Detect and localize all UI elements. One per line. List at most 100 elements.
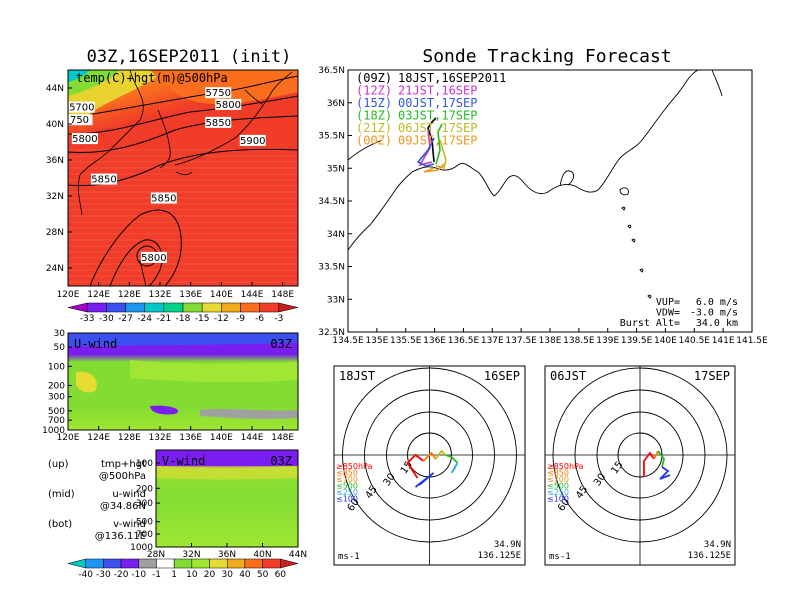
level-legend-item: ≤100 <box>336 495 358 504</box>
panel-notes: (up) tmp+hgt@500hPa (mid) u-wind@34.86N (bot… <box>48 459 146 542</box>
map-lat-ticks: 44N 40N 36N 32N 28N 24N <box>46 84 72 274</box>
colorbar-cell <box>173 558 193 569</box>
legend-code: (21Z) <box>356 121 392 135</box>
contour-label-box <box>91 173 118 185</box>
level-legend-item: ≤700 <box>336 475 358 484</box>
track-map-frame <box>347 69 753 333</box>
hodograph-lat: 34.9N <box>494 540 521 550</box>
lon-tick-label: 140.5E <box>679 336 711 346</box>
x-tick-label: 124E <box>87 433 110 443</box>
pressure-tick-label: 100 <box>136 459 153 469</box>
colorbar-cell <box>209 558 228 569</box>
param-key: Burst Alt= <box>620 318 680 329</box>
colorbar-label: -21 <box>156 314 171 324</box>
colorbar-cell <box>201 302 222 313</box>
note-key: (up) <box>48 459 69 470</box>
pressure-tick-label: 1000 <box>130 543 153 553</box>
lon-tick-label: 141.5E <box>736 336 768 346</box>
uwind-time: 03Z <box>270 337 292 351</box>
lon-tick-label: 134.5E <box>332 336 364 346</box>
lat-tick-label: 35.5N <box>318 132 345 142</box>
hodograph-trace <box>406 453 425 479</box>
legend-text: 00JST,17SEP <box>398 96 477 110</box>
hodograph-time: 18JST <box>339 369 375 383</box>
lat-tick-label: 32N <box>46 192 64 202</box>
param-value: 34.0 km <box>696 318 738 329</box>
colorbar-label: -40 <box>78 570 93 580</box>
x-tick-label: 140E <box>210 433 233 443</box>
legend-code: (15Z) <box>356 96 392 110</box>
colorbar-cell <box>85 558 104 569</box>
contour-label-box <box>215 98 242 110</box>
vwind-top-band <box>156 450 298 468</box>
contour-label-box <box>66 114 93 126</box>
colorbar-label: -30 <box>99 314 114 324</box>
lon-tick-label: 136.5E <box>448 336 480 346</box>
colorbar-label: 20 <box>204 570 216 580</box>
hodograph-unit: ms-1 <box>338 552 360 562</box>
lon-tick-label: 144E <box>241 290 264 300</box>
lon-tick-label: 140E <box>654 336 677 346</box>
note-value: u-wind <box>112 489 146 500</box>
hodograph-trace <box>450 462 459 474</box>
lon-tick-label: 137E <box>481 336 504 346</box>
contour-label-box <box>150 192 177 204</box>
pressure-tick-label: 500 <box>48 407 65 417</box>
contour-label-box <box>140 251 167 263</box>
hodograph-trace <box>414 472 435 488</box>
hodograph-trace <box>659 466 671 480</box>
x-tick-label: 128E <box>118 433 141 443</box>
hodograph-lon: 136.125E <box>688 551 731 561</box>
x-tick-label: 148E <box>271 433 294 443</box>
lat-tick-label: 36N <box>327 99 345 109</box>
level-legend-item: ≤700 <box>547 475 569 484</box>
colorbar-cell <box>156 558 175 569</box>
level-legend-item: ≤250 <box>336 488 358 497</box>
track-lon-ticks: 134.5E 135E 135.5E 136E 136.5E 137E 137.5E 138E… <box>332 328 768 346</box>
param-value: 6.0 m/s <box>696 297 738 308</box>
level-legend-item: ≥850hPa <box>547 462 584 471</box>
lat-tick-label: 36N <box>46 156 64 166</box>
colorbar-label: 60 <box>275 570 287 580</box>
hodograph-lon: 136.125E <box>478 551 521 561</box>
track-coastline <box>347 69 723 299</box>
hodograph-trace <box>643 451 655 477</box>
note-value: v-wind <box>113 519 146 530</box>
wind-colorbar: -40 -30 -20 -10 -1 1 10 20 30 40 50 60 <box>67 558 299 580</box>
colorbar-cell <box>103 558 122 569</box>
note-value: @136.11E <box>95 531 146 542</box>
lat-tick-label: 34N <box>327 230 345 240</box>
lat-tick-label: 34.5N <box>318 197 345 207</box>
level-legend-item: ≤500 <box>336 482 358 491</box>
lat-tick-label: 36.5N <box>318 66 345 76</box>
colorbar-cell <box>182 302 203 313</box>
legend-text: 06JST,17SEP <box>398 121 477 135</box>
legend-text: 09JST,17SEP <box>398 134 477 148</box>
contour-label: 750 <box>70 115 89 126</box>
sonde-tracks <box>416 117 447 173</box>
contour-label-box <box>68 101 95 113</box>
map-frame <box>67 69 299 287</box>
param-key: VUP= <box>656 297 680 308</box>
pressure-tick-label: 200 <box>136 484 153 494</box>
pressure-tick-label: 300 <box>48 393 65 403</box>
lon-tick-label: 139.5E <box>621 336 653 346</box>
legend-text: 18JST,16SEP2011 <box>398 71 506 85</box>
colorbar-label: -27 <box>118 314 133 324</box>
colorbar-cell <box>106 302 126 313</box>
colorbar-cell <box>191 558 210 569</box>
track-map: (09Z) 18JST,16SEP2011 (12Z) 21JST,16SEP (15Z… <box>318 66 768 346</box>
pressure-tick-label: 100 <box>48 362 65 372</box>
uwind-jet-core <box>76 371 97 393</box>
x-tick-label: 40N <box>253 550 271 560</box>
lat-tick-label: 32.5N <box>318 328 345 338</box>
uwind-band-mid <box>130 360 298 383</box>
colorbar-cell <box>262 558 281 569</box>
level-legend-item: ≤500 <box>547 482 569 491</box>
temp-band-coldest <box>68 70 90 82</box>
lon-tick-label: 128E <box>118 290 141 300</box>
hodograph-date: 17SEP <box>694 369 730 383</box>
lon-tick-label: 148E <box>271 290 294 300</box>
